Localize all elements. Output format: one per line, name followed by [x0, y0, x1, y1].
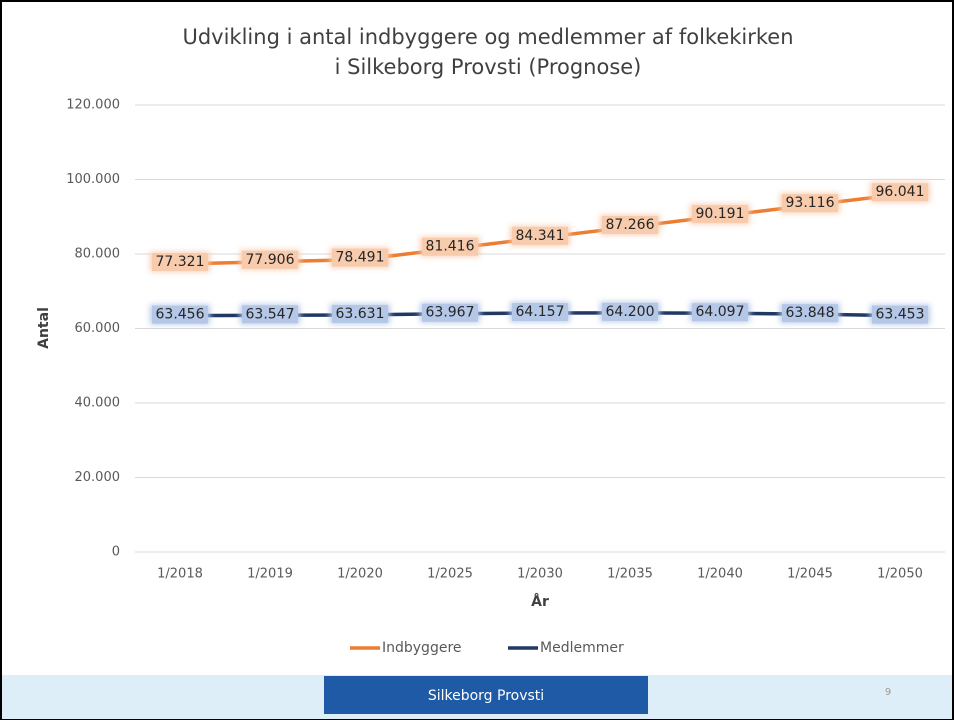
- label-bg: [422, 237, 478, 256]
- data-label: 78.491: [336, 250, 385, 266]
- data-label: 63.967: [426, 305, 475, 321]
- page-number: 9: [885, 687, 891, 698]
- data-label: 77.906: [246, 252, 295, 268]
- label-bg: [872, 305, 928, 324]
- y-tick-label: 120.000: [66, 98, 120, 113]
- data-label: 63.547: [246, 306, 295, 322]
- y-tick-label: 80.000: [75, 247, 121, 262]
- y-tick-label: 20.000: [75, 470, 121, 485]
- label-bg: [152, 305, 208, 324]
- data-label: 87.266: [606, 217, 655, 233]
- label-bg: [332, 248, 388, 267]
- x-tick-label: 1/2045: [787, 567, 833, 582]
- data-label: 81.416: [426, 239, 475, 255]
- data-label: 64.097: [696, 304, 745, 320]
- y-tick-label: 40.000: [75, 396, 121, 411]
- y-tick-label: 60.000: [75, 321, 121, 336]
- label-bg: [692, 303, 748, 322]
- data-label: 84.341: [516, 228, 565, 244]
- label-bg: [782, 194, 838, 213]
- data-label: 64.157: [516, 304, 565, 320]
- x-tick-label: 1/2018: [157, 567, 203, 582]
- footer-box: [324, 676, 648, 714]
- x-tick-label: 1/2050: [877, 567, 923, 582]
- x-tick-label: 1/2040: [697, 567, 743, 582]
- label-bg: [602, 215, 658, 234]
- chart-title: Udvikling i antal indbyggere og medlemme…: [182, 25, 793, 49]
- label-bg: [242, 305, 298, 324]
- x-axis-label: År: [531, 593, 549, 610]
- label-bg: [152, 252, 208, 271]
- label-bg: [782, 304, 838, 323]
- x-tick-label: 1/2025: [427, 567, 473, 582]
- y-axis-label: Antal: [36, 307, 52, 349]
- data-label: 96.041: [876, 184, 925, 200]
- label-bg: [422, 303, 478, 322]
- data-label: 90.191: [696, 206, 745, 222]
- x-tick-label: 1/2030: [517, 567, 563, 582]
- chart-title: i Silkeborg Provsti (Prognose): [335, 55, 642, 79]
- label-bg: [872, 183, 928, 202]
- x-tick-label: 1/2020: [337, 567, 383, 582]
- y-tick-label: 0: [112, 545, 120, 560]
- x-tick-label: 1/2035: [607, 567, 653, 582]
- y-tick-label: 100.000: [66, 172, 120, 187]
- data-label: 63.631: [336, 306, 385, 322]
- legend-label: Indbyggere: [382, 640, 462, 656]
- label-bg: [602, 302, 658, 321]
- data-label: 64.200: [606, 304, 655, 320]
- label-bg: [332, 304, 388, 323]
- data-label: 63.453: [876, 307, 925, 323]
- footer-text: Silkeborg Provsti: [428, 688, 544, 704]
- data-label: 63.848: [786, 305, 835, 321]
- label-bg: [692, 205, 748, 224]
- label-bg: [512, 303, 568, 322]
- data-label: 63.456: [156, 307, 205, 323]
- data-label: 93.116: [786, 195, 835, 211]
- x-tick-label: 1/2019: [247, 567, 293, 582]
- label-bg: [512, 226, 568, 245]
- label-bg: [242, 250, 298, 269]
- data-label: 77.321: [156, 254, 205, 270]
- legend-label: Medlemmer: [540, 640, 624, 656]
